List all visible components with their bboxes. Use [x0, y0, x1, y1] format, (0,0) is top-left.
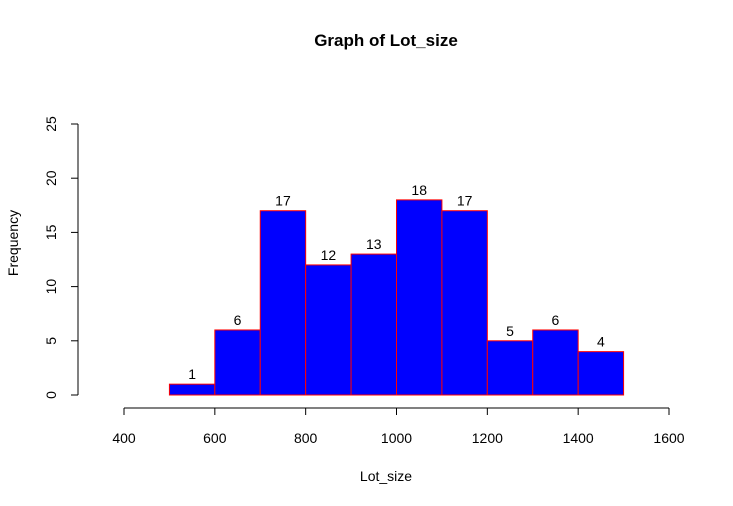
bar-count-label-4: 13	[366, 236, 382, 252]
histogram-bar-1	[214, 329, 261, 396]
histogram-bar-9	[577, 351, 625, 396]
y-tick-label-0: 0	[43, 391, 59, 399]
y-tick-label-2: 10	[43, 279, 59, 295]
y-tick-label-5: 25	[43, 116, 59, 132]
x-tick-label-6: 1600	[653, 430, 684, 446]
histogram-bar-2	[259, 210, 307, 396]
x-tick-label-0: 400	[112, 430, 136, 446]
y-axis-label: Frequency	[5, 210, 21, 276]
x-tick-label-3: 1000	[381, 430, 412, 446]
bar-count-label-1: 6	[234, 312, 242, 328]
bar-labels-group: 1 6 17 12 13 18 17 5 6 4	[188, 182, 605, 382]
y-axis: 0 5 10 15 20 25	[43, 116, 79, 399]
x-tick-label-1: 600	[203, 430, 227, 446]
x-axis: 400 600 800 1000 1200 1400 1600	[112, 407, 685, 446]
histogram-bar-4	[350, 253, 398, 396]
chart-title: Graph of Lot_size	[314, 31, 458, 50]
x-axis-label: Lot_size	[360, 468, 412, 484]
bars-group	[168, 199, 625, 396]
x-tick-label-4: 1200	[472, 430, 503, 446]
y-tick-label-4: 20	[43, 170, 59, 186]
histogram-bar-8	[532, 329, 579, 396]
histogram-bar-6	[441, 210, 488, 396]
bar-count-label-7: 5	[506, 323, 514, 339]
histogram-bar-7	[486, 340, 534, 396]
y-tick-label-1: 5	[43, 337, 59, 345]
histogram-bar-3	[305, 264, 352, 396]
bar-count-label-9: 4	[597, 334, 605, 350]
x-tick-label-2: 800	[294, 430, 318, 446]
x-tick-label-5: 1400	[563, 430, 594, 446]
histogram-bar-5	[396, 199, 443, 396]
bar-count-label-2: 17	[275, 193, 291, 209]
bar-count-label-6: 17	[457, 193, 473, 209]
bar-count-label-0: 1	[188, 366, 196, 382]
bar-count-label-5: 18	[411, 182, 427, 198]
bar-count-label-3: 12	[321, 247, 337, 263]
y-tick-label-3: 15	[43, 224, 59, 240]
histogram-bar-0	[168, 383, 216, 396]
bar-count-label-8: 6	[552, 312, 560, 328]
